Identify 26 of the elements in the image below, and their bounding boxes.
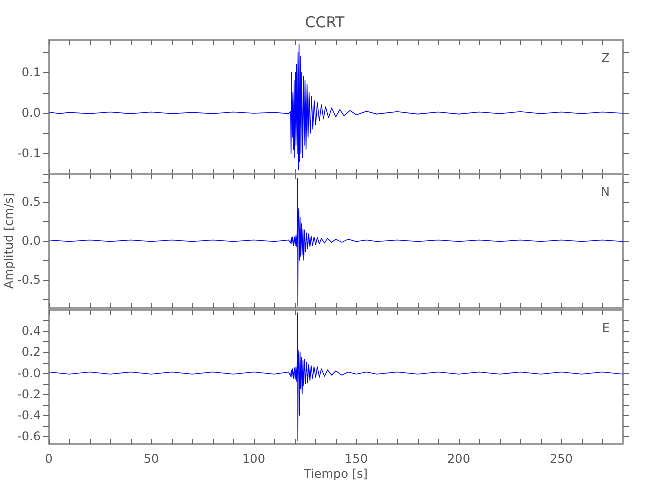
y-axis-title: Amplitud [cm/s] bbox=[2, 193, 16, 289]
chart-title: CCRT bbox=[305, 14, 346, 32]
y-tick-label: 0.0 bbox=[22, 234, 41, 248]
x-tick-label: 50 bbox=[144, 452, 160, 466]
y-tick-label: 0.4 bbox=[22, 324, 41, 338]
x-tick-label: 150 bbox=[345, 452, 368, 466]
line-series bbox=[48, 312, 624, 442]
x-tick-label: 250 bbox=[550, 452, 573, 466]
y-tick-label: -0.4 bbox=[18, 408, 41, 423]
y-tick-label: 0.2 bbox=[22, 345, 41, 360]
text: E bbox=[602, 321, 610, 335]
y-tick-label: 0.5 bbox=[22, 195, 41, 210]
y-tick-label: 0.0 bbox=[22, 106, 41, 120]
y-tick-label: 0.1 bbox=[22, 65, 41, 80]
y-tick-label: -0.2 bbox=[18, 387, 41, 402]
x-tick-label: 100 bbox=[242, 452, 266, 466]
x-tick-label: 200 bbox=[448, 452, 470, 466]
line-series bbox=[48, 44, 624, 170]
text: N bbox=[601, 185, 610, 199]
x-axis-title: Tiempo [s] bbox=[303, 467, 368, 481]
x-tick-label: 0 bbox=[45, 452, 53, 466]
y-tick-label: -0.6 bbox=[18, 430, 41, 444]
y-tick-label: -0.0 bbox=[18, 366, 41, 380]
y-tick-label: -0.1 bbox=[18, 146, 41, 161]
y-tick-label: -0.5 bbox=[18, 272, 41, 287]
text: Z bbox=[602, 51, 610, 65]
